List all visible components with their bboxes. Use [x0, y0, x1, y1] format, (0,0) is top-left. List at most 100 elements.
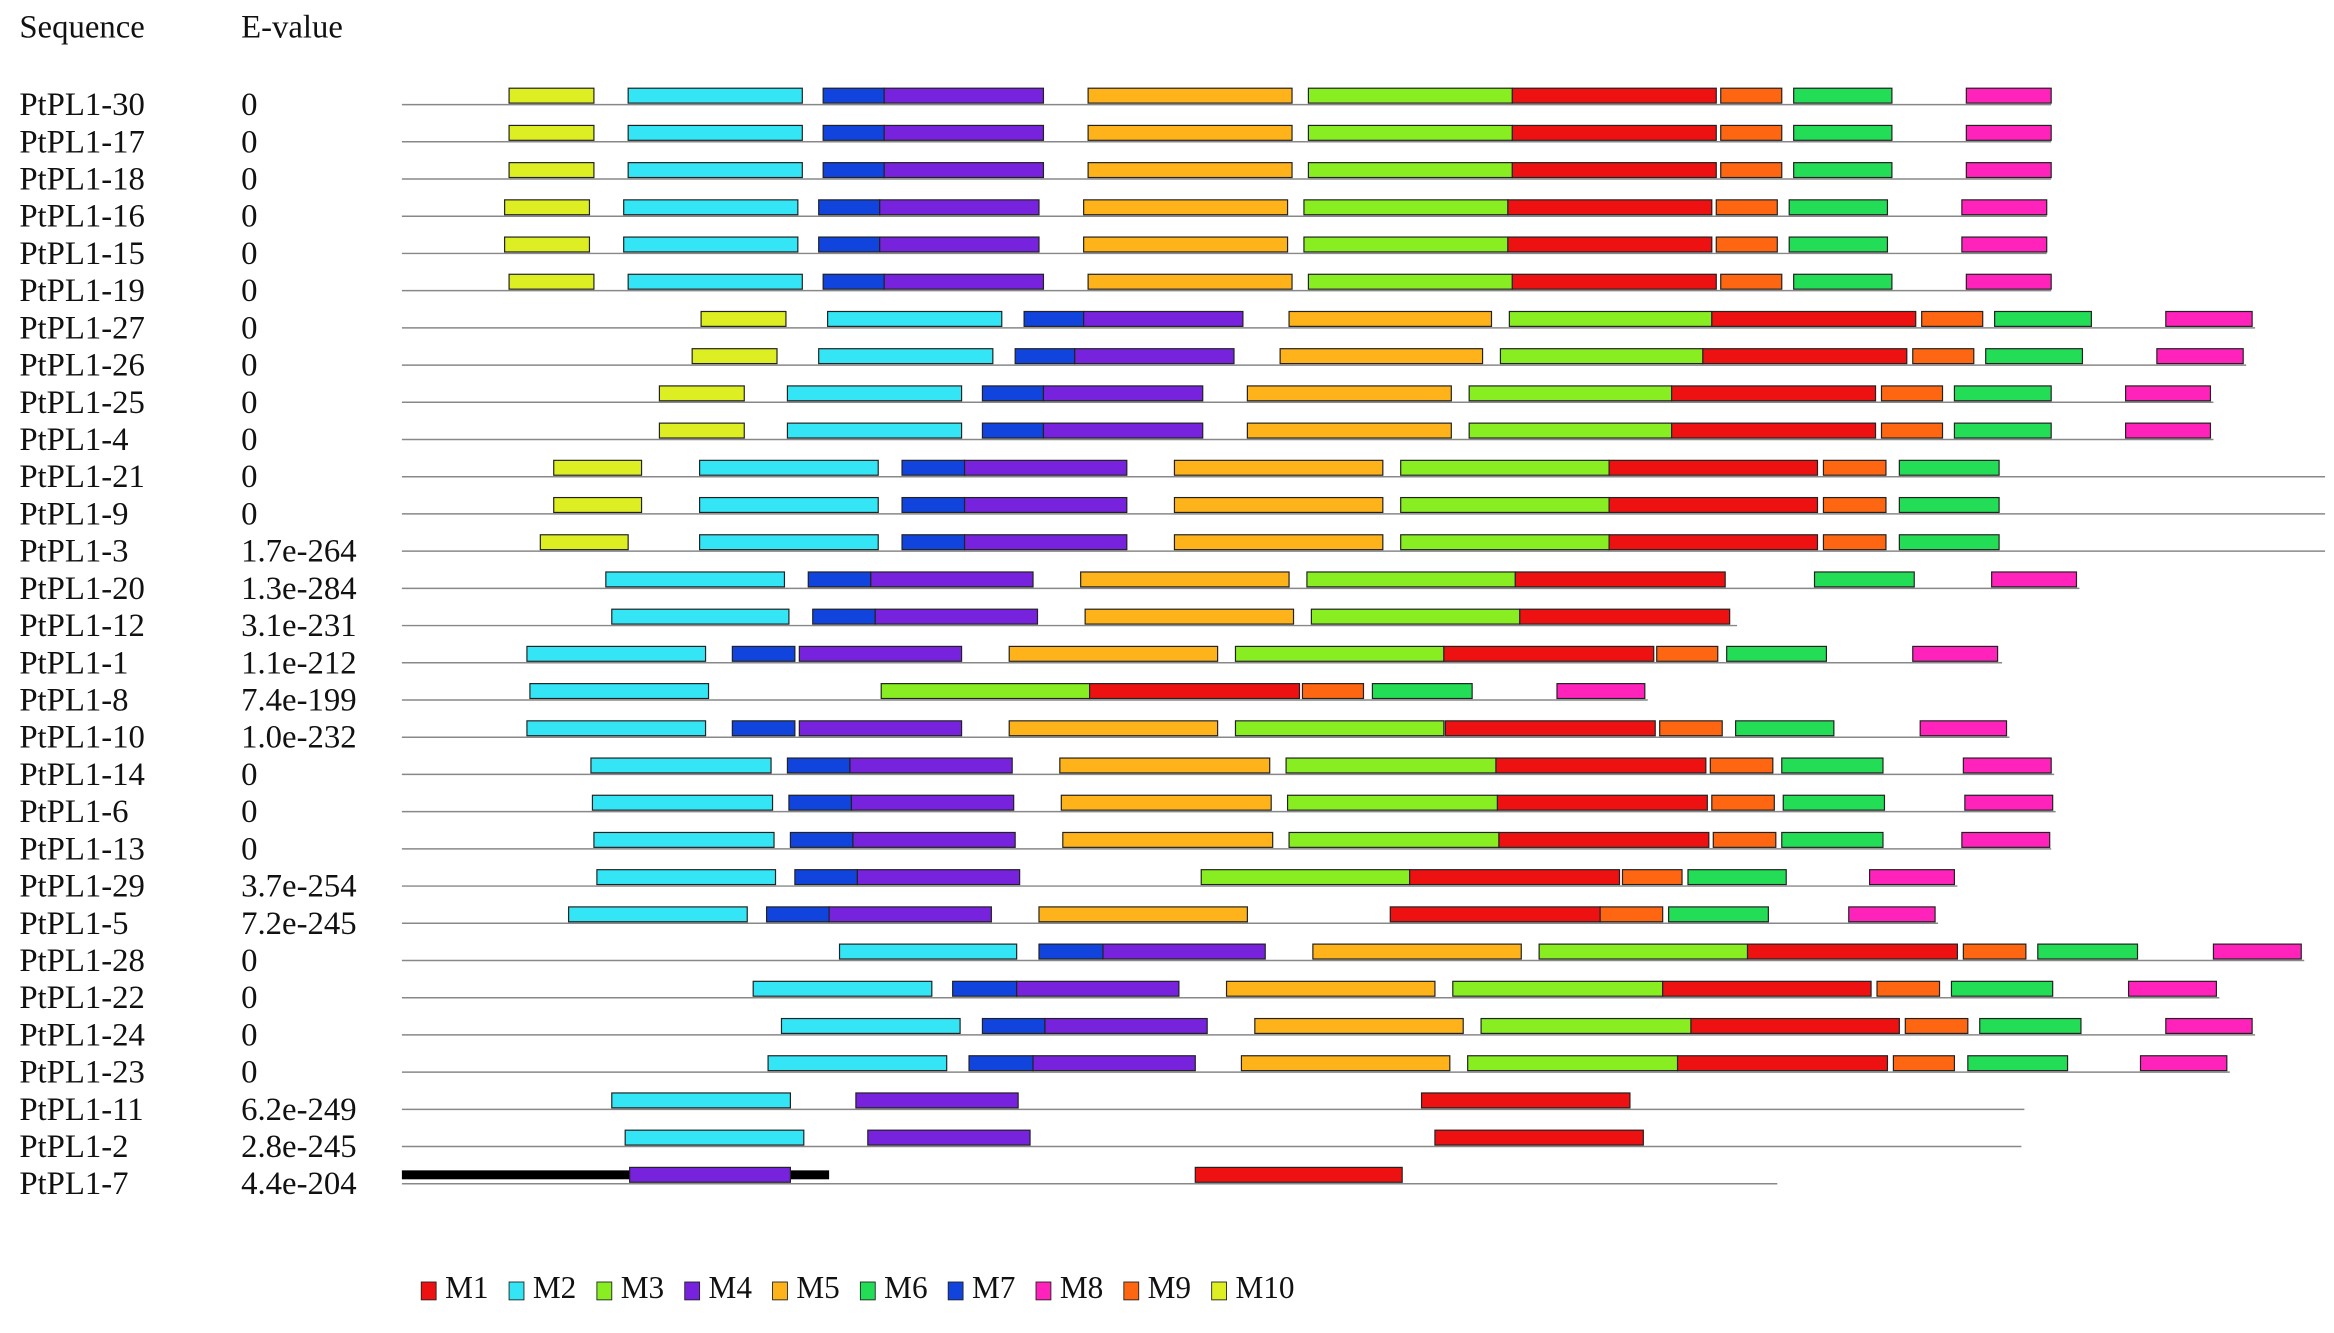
motif-box: [1848, 906, 1936, 923]
motif-box: [691, 348, 778, 365]
motif-box: [1962, 943, 2027, 960]
evalue: 3.7e-254: [241, 869, 356, 905]
motif-box: [963, 534, 1128, 551]
motif-box: [1964, 794, 2054, 811]
evalue: 0: [241, 1055, 257, 1091]
motif-box: [1420, 1092, 1631, 1109]
motif-box: [1979, 1017, 2082, 1035]
motif-box: [1868, 869, 1956, 886]
motif-box: [1400, 496, 1610, 514]
motif-box: [788, 794, 853, 811]
motif-box: [1008, 720, 1219, 737]
motif-box: [822, 124, 885, 141]
motif-box: [1726, 645, 1828, 662]
motif-box: [827, 310, 1003, 327]
motif-box: [1953, 422, 2052, 439]
motif-box: [1702, 348, 1908, 365]
motif-box: [765, 906, 830, 923]
motif-box: [786, 757, 851, 774]
motif-box: [1023, 310, 1085, 327]
motif-box: [1059, 757, 1271, 774]
motif-box: [1793, 87, 1893, 104]
legend-swatch: [947, 1281, 964, 1301]
motif-box: [1044, 1017, 1208, 1035]
evalue: 3.1e-231: [241, 608, 356, 644]
motif-box: [1793, 124, 1893, 141]
motif-box: [952, 980, 1018, 997]
motif-box: [1715, 236, 1778, 253]
motif-box: [1083, 236, 1289, 253]
evalue: 0: [241, 310, 257, 346]
motif-box: [1400, 459, 1610, 476]
legend-swatch: [684, 1281, 701, 1301]
motif-box: [1822, 459, 1887, 476]
motif-box: [1008, 645, 1219, 662]
motif-box: [2156, 348, 2244, 365]
motif-box: [818, 199, 881, 216]
motif-box: [1904, 1017, 1969, 1035]
motif-box: [1822, 534, 1887, 551]
evalue: 1.3e-284: [241, 571, 356, 607]
motif-box: [627, 162, 803, 179]
sequence-name: PtPL1-20: [19, 571, 145, 607]
motif-box: [883, 273, 1045, 290]
legend-label: M9: [1148, 1270, 1191, 1305]
motif-box: [1279, 348, 1484, 365]
evalue: 0: [241, 757, 257, 793]
evalue: 0: [241, 1017, 257, 1053]
motif-box: [798, 720, 963, 737]
motif-box: [611, 608, 790, 625]
motif-box: [1965, 162, 2052, 179]
motif-box: [623, 236, 799, 253]
motif-box: [807, 571, 872, 588]
motif-box: [1892, 1055, 1956, 1072]
motif-box: [1813, 571, 1915, 588]
sequence-name: PtPL1-7: [19, 1166, 128, 1202]
motif-box: [1511, 273, 1717, 290]
motif-box: [553, 459, 643, 476]
motif-box: [1690, 1017, 1900, 1035]
legend-label: M4: [709, 1270, 753, 1305]
motif-box: [1961, 199, 2048, 216]
motif-box: [1967, 1055, 2069, 1072]
evalue: 0: [241, 496, 257, 532]
motif-box: [1173, 534, 1384, 551]
legend-label: M1: [445, 1270, 488, 1305]
motif-box: [504, 236, 591, 253]
motif-box: [568, 906, 748, 923]
motif-box: [1102, 943, 1266, 960]
evalue: 0: [241, 422, 257, 458]
motif-box: [849, 757, 1013, 774]
motif-box: [1788, 236, 1889, 253]
motif-box: [1080, 571, 1290, 588]
evalue: 2.8e-245: [241, 1129, 356, 1165]
sequence-name: PtPL1-12: [19, 608, 145, 644]
motif-box: [1060, 794, 1272, 811]
motif-box: [818, 236, 881, 253]
motif-box: [1307, 273, 1513, 290]
sequence-name: PtPL1-3: [19, 534, 128, 570]
motif-box: [2139, 1055, 2228, 1072]
motif-box: [1687, 869, 1787, 886]
motif-box: [1676, 1055, 1889, 1072]
motif-box: [901, 496, 966, 514]
motif-box: [1468, 422, 1673, 439]
legend-swatch: [420, 1281, 437, 1301]
motif-box: [605, 571, 786, 588]
motif-box: [1443, 645, 1655, 662]
motif-box: [1950, 980, 2054, 997]
motif-box: [1746, 943, 1958, 960]
motif-box: [780, 1017, 961, 1035]
sequence-name: PtPL1-25: [19, 385, 145, 421]
motif-box: [767, 1055, 948, 1072]
motif-box: [1032, 1055, 1196, 1072]
motif-box: [1371, 683, 1473, 700]
motif-box: [529, 683, 710, 700]
motif-box: [1912, 348, 1975, 365]
motif-box: [596, 869, 777, 886]
legend-label: M8: [1060, 1270, 1103, 1305]
motif-box: [1038, 906, 1248, 923]
motif-box: [1083, 310, 1244, 327]
